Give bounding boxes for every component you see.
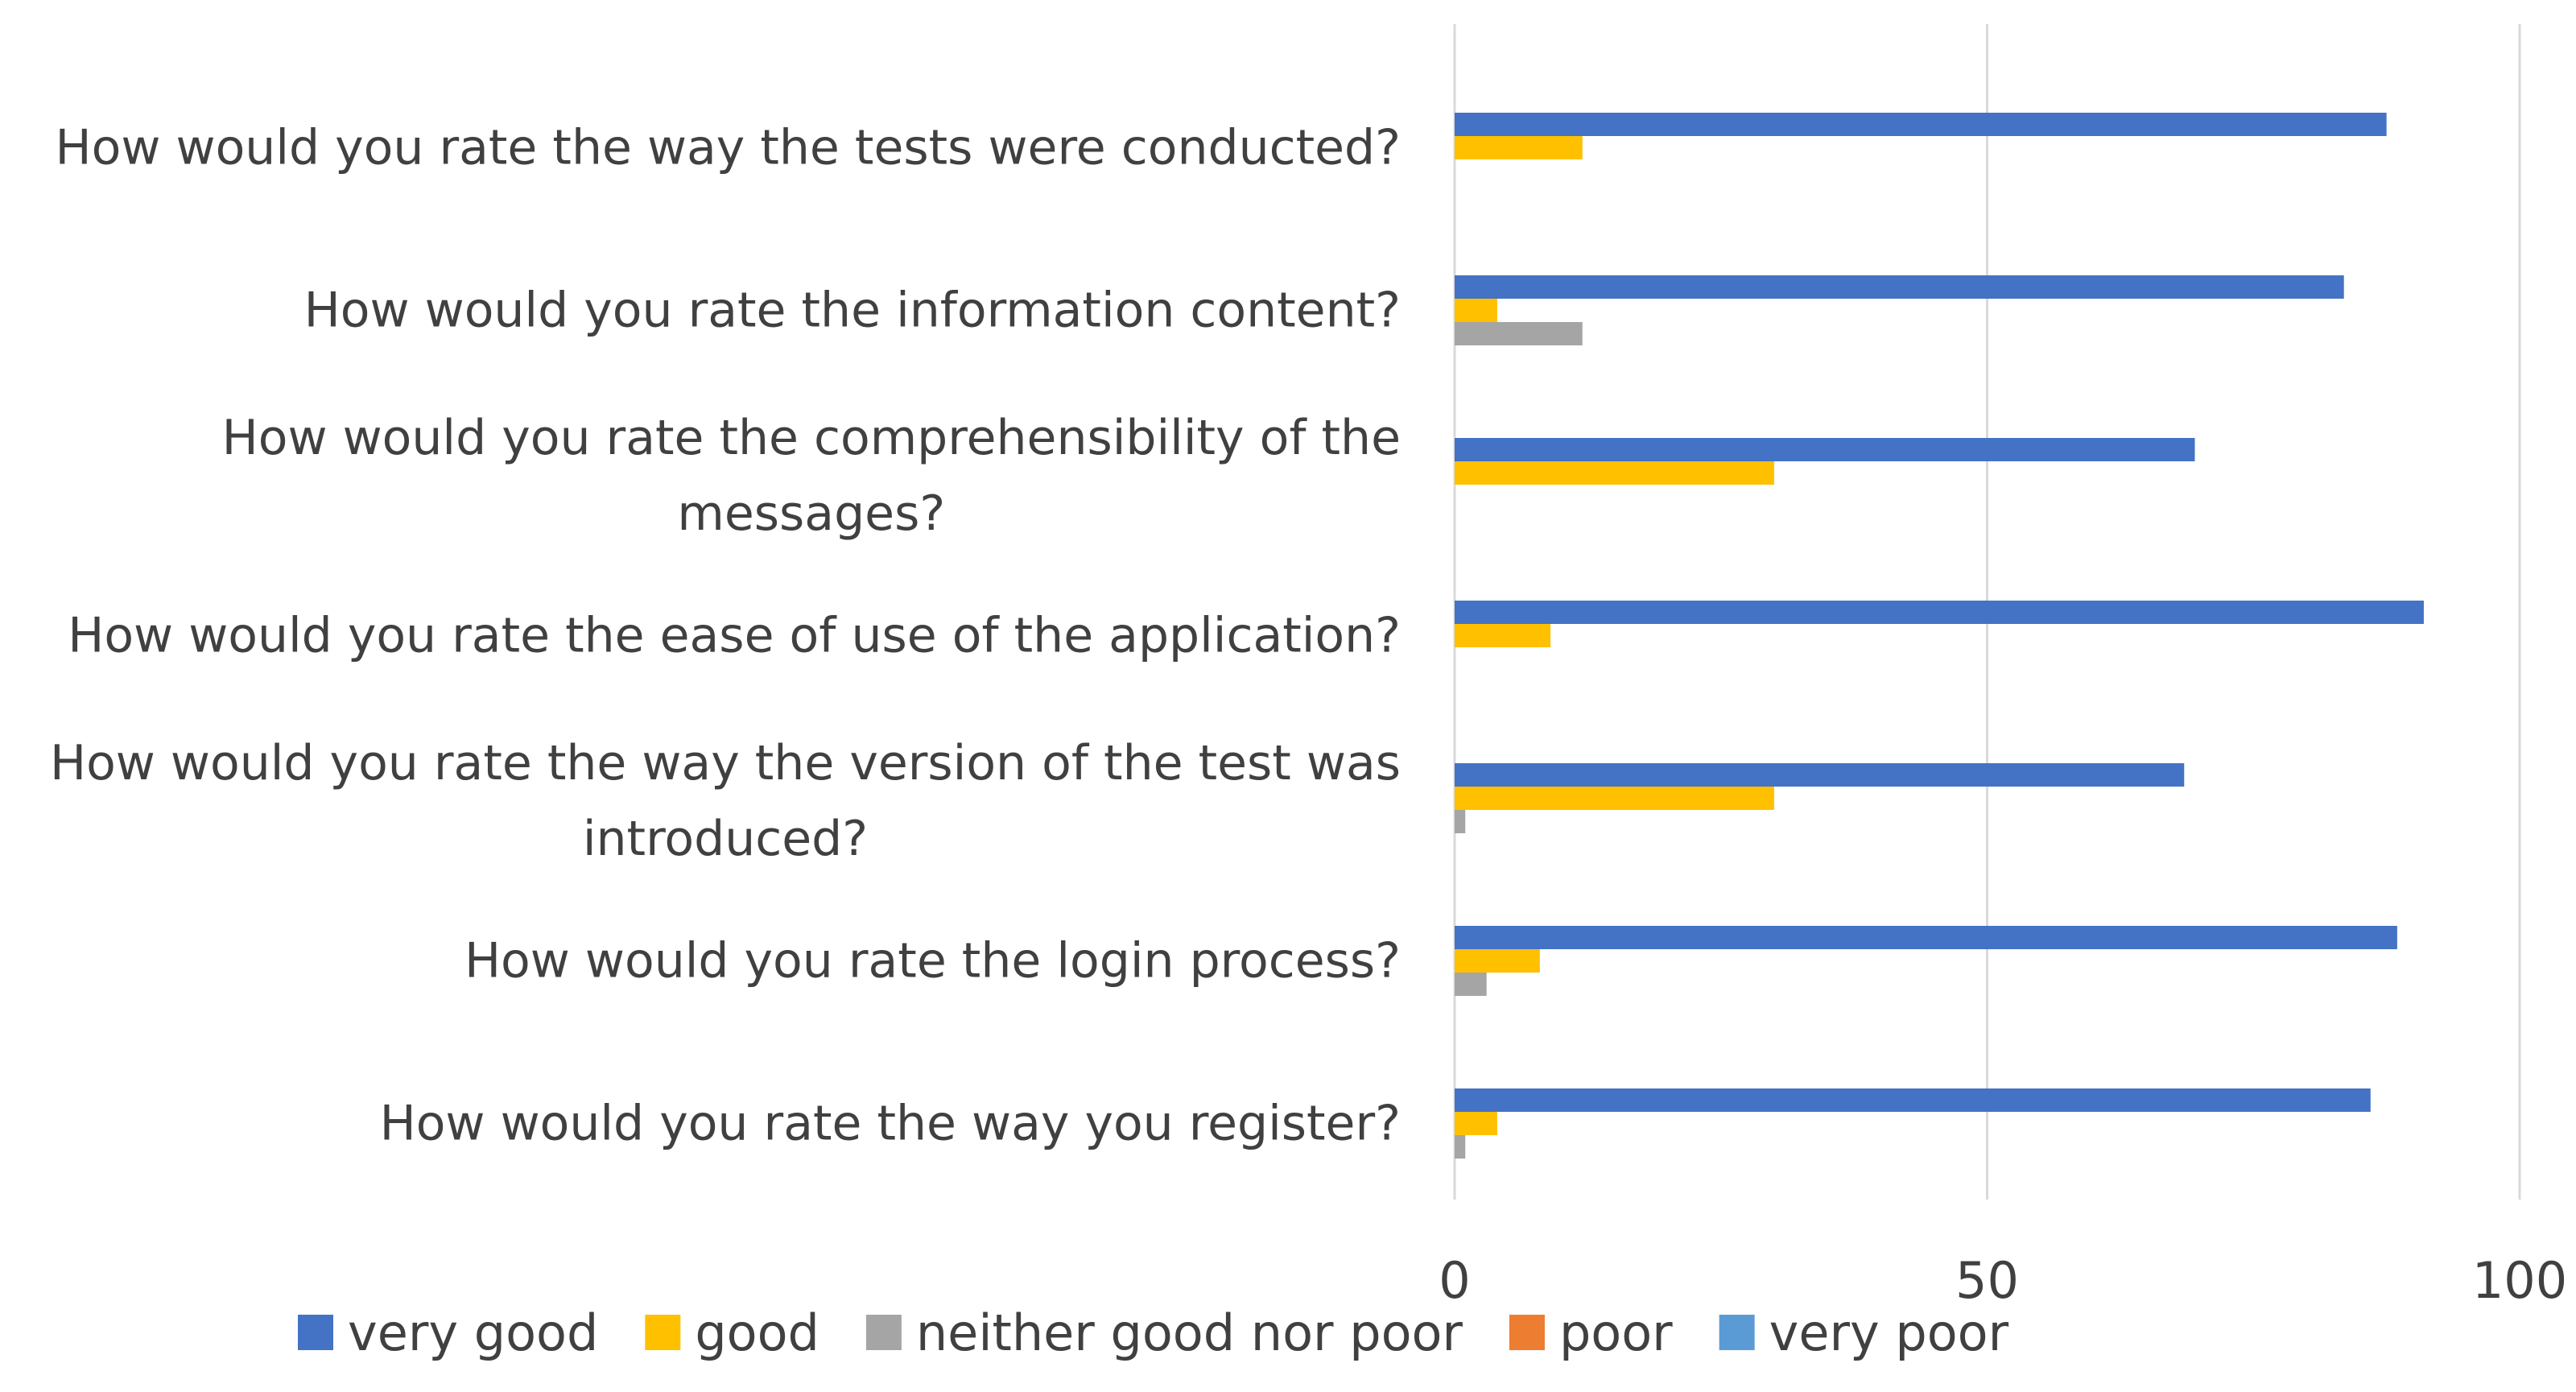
legend-swatch-good [645, 1315, 681, 1350]
legend-label-very-good: very good [348, 1303, 598, 1362]
category-label-3: How would you rate the ease of use of th… [68, 608, 1401, 664]
category-label-1: How would you rate the information conte… [304, 283, 1401, 339]
legend: very good good neither good nor poor poor ve… [298, 1303, 2009, 1362]
category-labels: How would you rate the way the tests wer… [50, 120, 1401, 1152]
legend-label-very-poor: very poor [1769, 1303, 2009, 1362]
bar-good-3 [1455, 624, 1551, 647]
bar-very-good-6 [1455, 1088, 2371, 1112]
category-label-2-line2: messages? [677, 485, 945, 542]
bar-very-good-1 [1455, 275, 2344, 299]
legend-swatch-very-good [298, 1315, 333, 1350]
bar-good-2 [1455, 461, 1774, 485]
legend-label-good: good [695, 1303, 819, 1362]
bar-very-good-4 [1455, 763, 2185, 787]
x-tick-label-1: 50 [1955, 1251, 2019, 1310]
legend-swatch-neither-good-nor-poor [865, 1315, 902, 1350]
x-tick-label-0: 0 [1439, 1251, 1470, 1310]
category-label-4: How would you rate the way the version o… [50, 735, 1401, 791]
category-label-5: How would you rate the login process? [464, 933, 1401, 989]
bar-neither-good-nor-poor-5 [1455, 973, 1487, 996]
category-label-4-line2: introduced? [583, 811, 868, 867]
bar-neither-good-nor-poor-6 [1455, 1135, 1466, 1159]
bar-very-good-5 [1455, 926, 2397, 949]
bar-neither-good-nor-poor-1 [1455, 322, 1583, 345]
x-tick-label-2: 100 [2472, 1251, 2567, 1310]
bar-good-5 [1455, 949, 1540, 973]
legend-label-poor: poor [1559, 1303, 1673, 1362]
bar-very-good-2 [1455, 438, 2195, 461]
bar-very-good-0 [1455, 113, 2387, 136]
category-label-2: How would you rate the comprehensibility… [222, 410, 1401, 466]
legend-swatch-very-poor [1719, 1315, 1755, 1350]
legend-label-neither-good-nor-poor: neither good nor poor [916, 1303, 1463, 1362]
x-axis-ticks: 0 50 100 [1439, 1251, 2567, 1310]
category-label-0: How would you rate the way the tests wer… [56, 120, 1401, 176]
bar-good-0 [1455, 136, 1583, 159]
bar-good-6 [1455, 1112, 1497, 1135]
bar-very-good-3 [1455, 601, 2424, 624]
bars [1455, 113, 2424, 1159]
legend-swatch-poor [1509, 1315, 1545, 1350]
bar-good-1 [1455, 299, 1497, 322]
bar-neither-good-nor-poor-4 [1455, 810, 1466, 833]
category-label-6: How would you rate the way you register? [380, 1096, 1401, 1152]
bar-good-4 [1455, 787, 1774, 810]
